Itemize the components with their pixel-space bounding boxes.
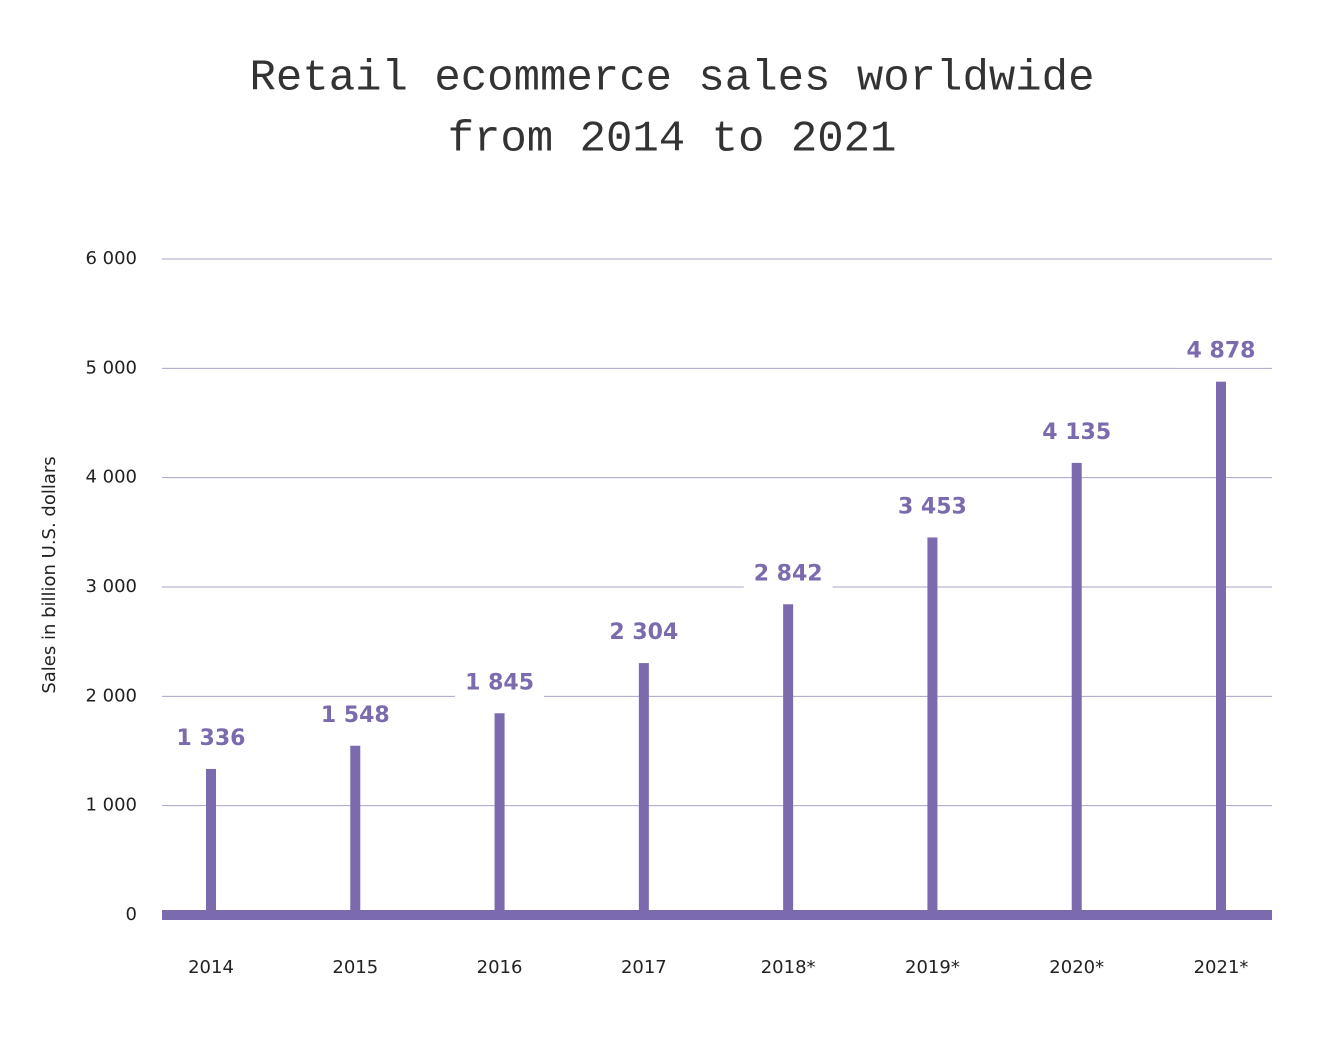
bar: [783, 604, 794, 915]
bar: [350, 745, 361, 915]
bar: [1216, 381, 1226, 915]
y-tick-label: 3 000: [85, 576, 137, 597]
bar: [494, 713, 505, 915]
bar: [206, 768, 216, 915]
y-tick-label: 1 000: [85, 795, 137, 816]
value-label-background: [166, 722, 256, 755]
value-label: 1 845: [465, 670, 534, 695]
value-label: 4 135: [1042, 420, 1111, 445]
value-label-background: [310, 699, 400, 732]
y-tick-label: 4 000: [85, 467, 137, 488]
value-label-background: [455, 667, 545, 700]
value-label-background: [599, 617, 689, 650]
y-axis-label: Sales in billion U.S. dollars: [39, 456, 60, 693]
x-tick-label: 2017: [621, 957, 667, 978]
x-tick-label: 2020*: [1049, 957, 1104, 978]
x-tick-label: 2019*: [905, 957, 960, 978]
bar: [1071, 462, 1082, 915]
x-tick-label: 2021*: [1194, 957, 1249, 978]
value-label: 3 453: [898, 494, 967, 519]
x-tick-label: 2014: [188, 957, 234, 978]
y-tick-label: 2 000: [85, 685, 137, 706]
x-tick-label: 2018*: [761, 957, 816, 978]
value-label-background: [743, 558, 833, 591]
chart-title: from 2014 to 2021: [448, 115, 897, 165]
value-label: 1 336: [177, 726, 246, 751]
y-tick-label: 5 000: [85, 357, 137, 378]
y-tick-label: 0: [126, 904, 137, 925]
value-label-background: [1176, 335, 1266, 368]
value-label-background: [887, 491, 977, 524]
y-tick-label: 6 000: [85, 248, 137, 269]
value-label: 4 878: [1187, 339, 1256, 364]
value-label: 1 548: [321, 703, 390, 728]
value-label-background: [1032, 416, 1122, 449]
x-tick-label: 2016: [477, 957, 523, 978]
value-label: 2 842: [754, 561, 823, 586]
chart-title: Retail ecommerce sales worldwide: [250, 54, 1095, 104]
x-tick-label: 2015: [332, 957, 378, 978]
value-label: 2 304: [609, 620, 678, 645]
bar: [638, 663, 649, 915]
bar: [927, 537, 938, 915]
